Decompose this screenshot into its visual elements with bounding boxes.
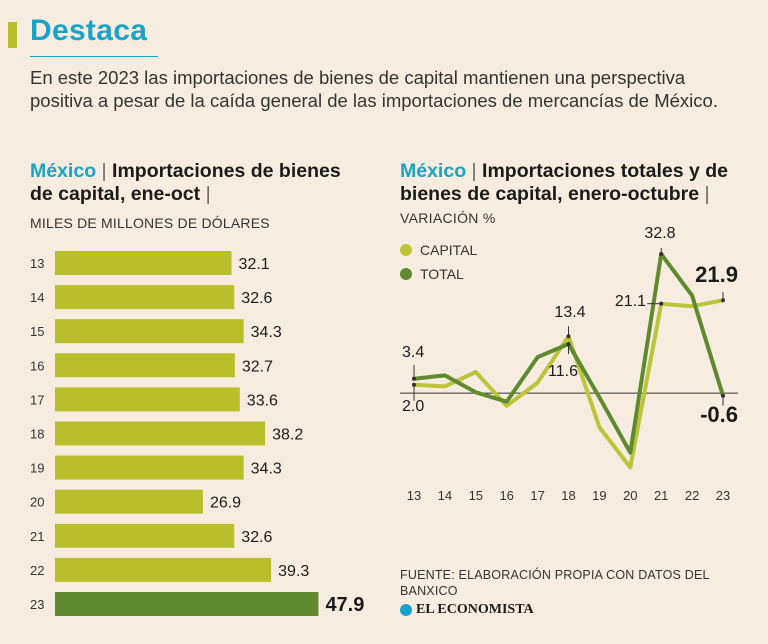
- bar: [55, 387, 240, 412]
- left-chart-country: México: [30, 160, 97, 182]
- x-tick-label: 14: [438, 488, 452, 503]
- bar: [55, 421, 266, 446]
- data-label: 21.9: [695, 262, 738, 287]
- bar-value-label: 38.2: [272, 427, 303, 444]
- line-chart: 13 14 15 16 17 18 19 20 21 22 23 3.4 2.0 13.4 11.6 32.8…: [400, 225, 738, 503]
- line-chart-legend: CAPITAL TOTAL: [400, 238, 477, 286]
- left-chart-separator: |: [101, 160, 107, 182]
- annotation-point: [412, 382, 416, 387]
- bar-category-label: 14: [30, 290, 44, 305]
- left-chart-title-end: |: [205, 183, 211, 205]
- bar-category-label: 22: [30, 563, 44, 578]
- right-chart-country: México: [400, 160, 467, 182]
- annotation-point: [721, 298, 725, 303]
- bar: [55, 353, 235, 378]
- bar: [55, 592, 319, 616]
- page-title: Destaca: [30, 14, 148, 47]
- data-label: 32.8: [644, 225, 675, 242]
- right-chart-title-text: Importaciones totales y de bienes de cap…: [400, 160, 729, 205]
- annotation-point: [659, 252, 664, 257]
- bar: [55, 285, 235, 310]
- bar-value-label: 39.3: [278, 563, 309, 580]
- annotation-point: [659, 301, 664, 306]
- data-label: 3.4: [402, 344, 424, 361]
- publisher-logo: EL ECONOMISTA: [400, 602, 534, 618]
- bar-category-label: 23: [30, 597, 44, 612]
- x-tick-label: 21: [654, 488, 668, 503]
- annotation-point: [566, 334, 571, 339]
- bar-value-label: 47.9: [325, 594, 364, 616]
- legend-label-total: TOTAL: [420, 266, 464, 282]
- bar: [55, 455, 244, 480]
- left-chart-title: México | Importaciones de bienes de capi…: [30, 160, 360, 206]
- bar-chart: 13 32.1 14 32.6 15 34.3 16 32.7 17 33.6 18 38.2 19 34…: [30, 251, 364, 616]
- bar-category-label: 13: [30, 256, 44, 271]
- intro-text: En este 2023 las importaciones de bienes…: [30, 67, 718, 111]
- bar-value-label: 32.7: [242, 358, 273, 375]
- legend-dot-total: [400, 268, 412, 280]
- bar-category-label: 15: [30, 324, 44, 339]
- x-tick-label: 19: [592, 488, 606, 503]
- x-tick-label: 13: [407, 488, 421, 503]
- bar-category-label: 19: [30, 461, 44, 476]
- right-chart-unit: VARIACIÓN %: [400, 210, 496, 226]
- bar-category-label: 18: [30, 427, 44, 442]
- bar-value-label: 34.3: [251, 461, 282, 478]
- annotation-point: [412, 376, 416, 381]
- x-tick-label: 16: [499, 488, 513, 503]
- legend-dot-capital: [400, 244, 412, 256]
- bar-value-label: 32.6: [241, 529, 272, 546]
- bar-category-label: 17: [30, 392, 44, 407]
- accent-bar: [8, 22, 17, 48]
- bar-category-label: 16: [30, 358, 44, 373]
- bar-value-label: 32.1: [239, 256, 270, 273]
- x-tick-label: 23: [716, 488, 730, 503]
- data-label: 13.4: [554, 304, 585, 321]
- bar: [55, 557, 272, 582]
- logo-text: EL ECONOMISTA: [416, 602, 534, 617]
- bar: [55, 489, 203, 514]
- x-tick-label: 20: [623, 488, 637, 503]
- data-label: 21.1: [615, 293, 646, 310]
- data-label: 2.0: [402, 398, 424, 415]
- bar: [55, 251, 232, 275]
- data-label: -0.6: [700, 402, 738, 427]
- bar: [55, 523, 235, 548]
- legend-item-total: TOTAL: [400, 262, 477, 286]
- bar-category-label: 21: [30, 529, 44, 544]
- x-tick-label: 15: [469, 488, 483, 503]
- right-chart-title-end: |: [704, 183, 710, 205]
- left-chart-title-text: Importaciones de bienes de capital, ene-…: [30, 160, 341, 205]
- annotation-point: [721, 393, 725, 398]
- bar-value-label: 34.3: [251, 324, 282, 341]
- x-tick-label: 22: [685, 488, 699, 503]
- source-note: FUENTE: ELABORACIÓN PROPIA CON DATOS DEL…: [400, 568, 710, 598]
- legend-item-capital: CAPITAL: [400, 238, 477, 262]
- right-chart-separator: |: [471, 160, 477, 182]
- title-underline: [30, 56, 158, 57]
- bar-category-label: 20: [30, 495, 44, 510]
- right-chart-title: México | Importaciones totales y de bien…: [400, 160, 740, 230]
- left-chart-unit: MILES DE MILLONES DE DÓLARES: [30, 215, 270, 231]
- data-label: 11.6: [548, 363, 578, 380]
- x-tick-label: 18: [561, 488, 575, 503]
- annotation-point: [566, 341, 571, 346]
- bar-value-label: 32.6: [241, 290, 272, 307]
- logo-mark-icon: [400, 604, 412, 616]
- x-tick-label: 17: [530, 488, 544, 503]
- bar-value-label: 33.6: [247, 392, 278, 409]
- bar-value-label: 26.9: [210, 495, 241, 512]
- bar: [55, 319, 244, 344]
- legend-label-capital: CAPITAL: [420, 242, 478, 258]
